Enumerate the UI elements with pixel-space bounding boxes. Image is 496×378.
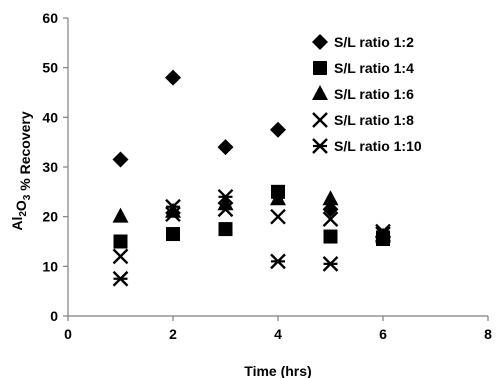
y-tick-label: 60 xyxy=(42,10,58,26)
y-tick-label: 10 xyxy=(42,258,58,274)
data-point-asterisk xyxy=(165,198,181,215)
data-point-x xyxy=(217,201,234,218)
legend-label: S/L ratio 1:4 xyxy=(334,60,414,76)
data-point-x xyxy=(270,208,286,225)
data-point-x xyxy=(375,226,391,242)
data-point-triangle xyxy=(112,207,129,223)
series-triangle xyxy=(112,190,391,243)
series-x xyxy=(112,201,391,265)
axes: 0 10 20 30 40 50 60 0 2 4 6 8 xyxy=(42,10,492,342)
data-point-square xyxy=(218,222,233,237)
marker-stroke xyxy=(312,112,328,128)
legend-marker-asterisk xyxy=(312,138,328,154)
data-point-asterisk xyxy=(322,256,339,272)
data-point-asterisk xyxy=(112,270,129,287)
marker-stroke xyxy=(270,208,286,225)
data-points xyxy=(112,69,391,287)
marker-stroke xyxy=(322,211,339,227)
y-tick-label: 40 xyxy=(42,109,58,125)
series-asterisk xyxy=(112,188,391,287)
data-point-x xyxy=(165,206,181,223)
y-tick-label: 50 xyxy=(42,60,58,76)
marker-stroke xyxy=(165,206,181,223)
y-tick-label: 0 xyxy=(50,308,58,324)
data-point-diamond xyxy=(112,151,129,168)
data-point-triangle xyxy=(165,202,181,218)
marker-stroke xyxy=(112,248,129,265)
y-tick-label: 30 xyxy=(42,159,58,175)
x-tick-label: 0 xyxy=(64,326,72,342)
data-point-square xyxy=(113,234,128,249)
y-axis-title-part: O xyxy=(13,200,29,211)
x-tick-label: 6 xyxy=(379,326,387,342)
data-point-asterisk xyxy=(217,188,234,205)
y-tick-label: 20 xyxy=(42,209,58,225)
legend-marker-diamond xyxy=(312,34,328,50)
data-point-square xyxy=(323,229,338,244)
y-axis-title: Al2O3 % Recovery xyxy=(9,111,33,230)
legend-marker-square xyxy=(313,61,327,75)
series-square xyxy=(113,184,390,249)
y-axis-title-part: 2 xyxy=(18,211,29,217)
legend: S/L ratio 1:2 S/L ratio 1:4 S/L ratio 1:6 S… xyxy=(312,34,422,154)
legend-label: S/L ratio 1:2 xyxy=(334,34,414,50)
y-axis-title-part: Al xyxy=(9,217,25,231)
data-point-diamond xyxy=(270,121,286,138)
data-point-diamond xyxy=(165,69,181,86)
x-axis-title: Time (hrs) xyxy=(244,363,311,378)
data-point-x xyxy=(112,248,129,265)
data-point-asterisk xyxy=(270,253,286,270)
data-point-diamond xyxy=(217,139,234,156)
data-point-x xyxy=(322,211,339,227)
x-tick-label: 4 xyxy=(274,326,282,342)
x-tick-label: 2 xyxy=(169,326,177,342)
legend-label: S/L ratio 1:10 xyxy=(334,138,422,154)
x-tick-label: 8 xyxy=(484,326,492,342)
y-axis-title-text: Al2O3 % Recovery xyxy=(9,111,33,230)
data-point-square xyxy=(166,227,180,242)
data-point-triangle xyxy=(270,190,286,206)
data-point-asterisk xyxy=(375,223,391,240)
legend-marker-x xyxy=(312,112,328,128)
marker-stroke xyxy=(375,226,391,242)
y-axis-title-part: % Recovery xyxy=(17,111,33,194)
y-axis-title-part: 3 xyxy=(22,194,33,200)
legend-marker-triangle xyxy=(312,85,328,100)
legend-label: S/L ratio 1:6 xyxy=(334,86,414,102)
data-point-triangle xyxy=(322,190,339,206)
marker-stroke xyxy=(217,201,234,218)
legend-label: S/L ratio 1:8 xyxy=(334,112,414,128)
